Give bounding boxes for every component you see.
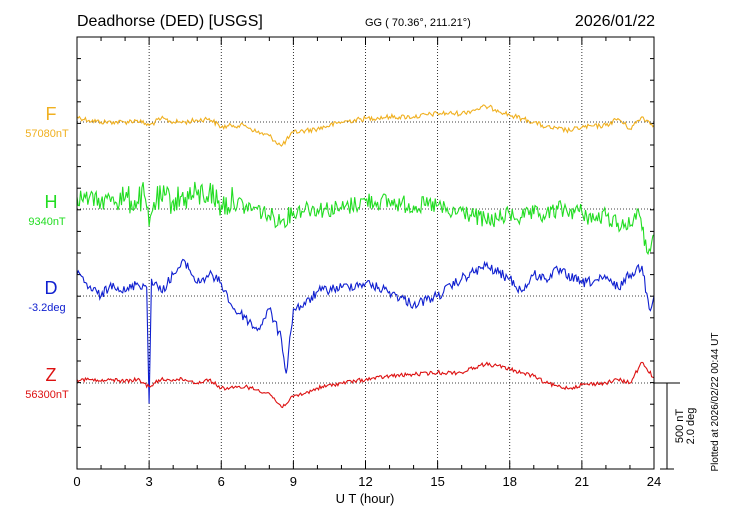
x-axis-title: U T (hour) bbox=[336, 491, 395, 506]
scale-bar-deg: 2.0 deg bbox=[685, 408, 697, 445]
x-tick-label: 0 bbox=[73, 474, 80, 489]
channel-baseline-z: 56300nT bbox=[25, 389, 69, 401]
channel-name-z: Z bbox=[46, 365, 57, 385]
channel-baseline-d: -3.2deg bbox=[28, 302, 65, 314]
x-tick-label: 9 bbox=[290, 474, 297, 489]
channel-name-d: D bbox=[45, 278, 58, 298]
x-tick-label: 24 bbox=[647, 474, 661, 489]
chart-date: 2026/01/22 bbox=[575, 13, 655, 30]
x-tick-label: 3 bbox=[146, 474, 153, 489]
plot-frame bbox=[76, 36, 655, 470]
chart-grid bbox=[77, 37, 654, 469]
x-tick-label: 6 bbox=[218, 474, 225, 489]
channel-baseline-h: 9340nT bbox=[28, 216, 66, 228]
channel-name-f: F bbox=[46, 104, 57, 124]
scale-bar-nt: 500 nT bbox=[674, 409, 686, 444]
x-tick-label: 15 bbox=[430, 474, 444, 489]
series-line-f bbox=[76, 104, 655, 147]
series-line-h bbox=[76, 181, 655, 256]
plotted-timestamp: Plotted at 2026/02/22 00:44 UT bbox=[710, 333, 721, 472]
x-tick-labels: 0 3 6 9 12 15 18 21 24 bbox=[73, 474, 661, 489]
channel-labels: F 57080nT H 9340nT D -3.2deg Z 56300nT bbox=[25, 104, 69, 401]
channel-name-h: H bbox=[45, 192, 58, 212]
series-line-z bbox=[76, 361, 655, 409]
chart-title: Deadhorse (DED) [USGS] bbox=[77, 13, 263, 30]
scale-bar: 500 nT 2.0 deg bbox=[654, 382, 697, 470]
chart-series bbox=[76, 104, 655, 409]
channel-baseline-f: 57080nT bbox=[25, 128, 69, 140]
series-line-d bbox=[76, 258, 655, 404]
x-tick-label: 21 bbox=[575, 474, 589, 489]
station-coordinates: GG ( 70.36°, 211.21°) bbox=[365, 17, 471, 29]
x-tick-label: 12 bbox=[358, 474, 372, 489]
x-tick-label: 18 bbox=[503, 474, 517, 489]
